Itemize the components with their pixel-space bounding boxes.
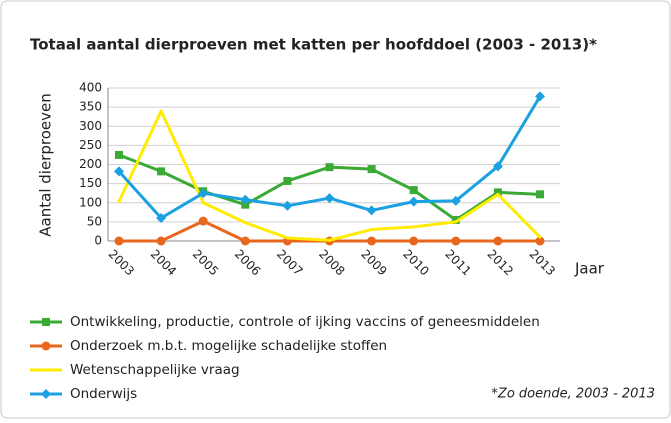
y-tick-label: 0 xyxy=(94,234,102,248)
marker xyxy=(367,236,377,246)
marker xyxy=(409,236,419,246)
marker xyxy=(41,341,51,351)
marker xyxy=(42,318,50,326)
y-tick-label: 50 xyxy=(87,214,102,228)
marker xyxy=(114,166,124,177)
marker xyxy=(156,236,166,246)
marker xyxy=(536,190,544,199)
marker xyxy=(282,200,293,211)
marker xyxy=(496,192,500,196)
marker xyxy=(41,389,51,399)
marker xyxy=(156,213,167,224)
marker xyxy=(240,236,250,246)
legend-label: Onderzoek m.b.t. mogelijke schadelijke s… xyxy=(70,338,387,354)
y-tick-label: 300 xyxy=(79,119,102,133)
legend-label: Onderwijs xyxy=(70,386,137,402)
marker xyxy=(115,150,123,159)
y-tick-label: 200 xyxy=(79,157,102,171)
marker xyxy=(412,225,416,229)
chart-title: Totaal aantal dierproeven met katten per… xyxy=(30,36,597,54)
legend-label: Ontwikkeling, productie, controle of ijk… xyxy=(70,314,540,330)
marker xyxy=(324,193,335,204)
marker xyxy=(243,221,247,225)
marker xyxy=(328,238,331,242)
y-tick-label: 250 xyxy=(79,138,102,152)
marker xyxy=(159,109,163,113)
marker xyxy=(157,167,166,176)
marker xyxy=(370,228,374,232)
marker xyxy=(493,236,503,246)
x-axis-label: Jaar xyxy=(574,260,605,278)
marker xyxy=(201,201,205,205)
marker xyxy=(114,236,124,246)
y-tick-label: 350 xyxy=(79,100,102,114)
y-tick-label: 150 xyxy=(79,176,102,190)
legend-label: Wetenschappelijke vraag xyxy=(70,362,240,378)
marker xyxy=(450,195,461,206)
marker xyxy=(285,236,289,240)
marker xyxy=(240,194,251,205)
marker xyxy=(117,200,121,204)
marker xyxy=(325,163,334,172)
marker xyxy=(409,186,418,195)
marker xyxy=(198,216,208,226)
y-tick-label: 100 xyxy=(79,195,102,209)
marker xyxy=(451,236,461,246)
marker xyxy=(44,368,48,372)
marker xyxy=(493,188,502,197)
marker xyxy=(535,91,545,102)
marker xyxy=(367,165,376,174)
marker xyxy=(451,215,460,224)
y-tick-label: 400 xyxy=(79,81,102,95)
marker xyxy=(538,235,542,239)
marker xyxy=(198,188,209,199)
marker xyxy=(535,236,545,246)
marker xyxy=(366,205,377,216)
marker xyxy=(454,220,458,224)
note: *Zo doende, 2003 - 2013 xyxy=(491,387,655,402)
marker xyxy=(408,196,419,207)
y-axis-label: Aantal dierproeven xyxy=(37,93,55,236)
marker xyxy=(492,161,503,172)
marker xyxy=(283,176,292,185)
